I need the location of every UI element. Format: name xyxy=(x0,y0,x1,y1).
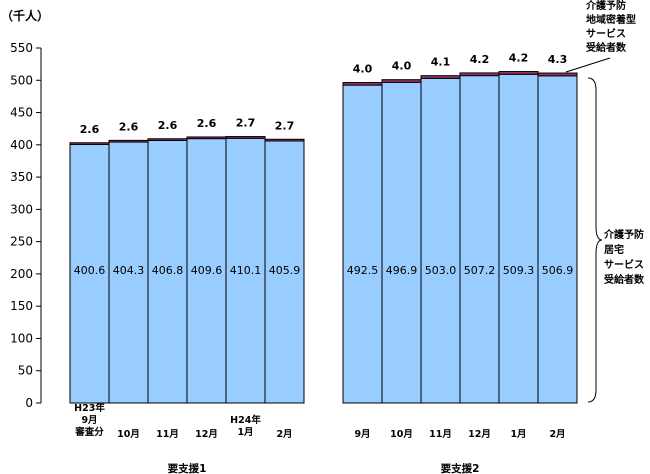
x-category-label: 9月 xyxy=(81,415,97,426)
bar-base-segment xyxy=(498,73,539,404)
y-tick-label: 50 xyxy=(18,364,33,378)
legend-leader-line xyxy=(565,57,611,73)
bar-value-label: 507.2 xyxy=(464,264,496,277)
y-tick-label: 150 xyxy=(10,299,33,313)
bar-value-label: 400.6 xyxy=(74,264,106,277)
top-value-label: 4.0 xyxy=(392,60,412,73)
y-tick-label: 100 xyxy=(10,331,33,345)
bar-top-segment xyxy=(381,79,422,83)
bar-value-label: 410.1 xyxy=(230,264,262,277)
legend-label-community: サービス xyxy=(586,27,626,40)
x-category-label: 1月 xyxy=(237,427,253,438)
bar-base-segment xyxy=(147,139,188,404)
bar-value-label: 404.3 xyxy=(113,264,145,277)
bar-top-segment xyxy=(420,75,461,79)
legend-label-home: 居宅 xyxy=(604,243,624,256)
y-tick-label: 200 xyxy=(10,267,33,281)
bar-value-label: 506.9 xyxy=(542,264,574,277)
bar-base-segment xyxy=(342,84,383,404)
bar-value-label: 405.9 xyxy=(269,264,301,277)
legend-label-community: 地域密着型 xyxy=(586,13,636,26)
top-value-label: 4.2 xyxy=(470,53,490,66)
y-tick-label: 400 xyxy=(10,138,33,152)
legend-label-home: 介護予防 xyxy=(603,228,644,241)
bar-top-segment xyxy=(225,136,266,139)
legend-label-community: 介護予防 xyxy=(585,0,626,12)
y-tick-label: 450 xyxy=(10,106,33,120)
x-category-label: 審査分 xyxy=(74,426,104,438)
bar-value-label: 492.5 xyxy=(347,264,379,277)
bar-base-segment xyxy=(420,77,461,404)
bar-top-segment xyxy=(186,136,227,140)
bar-top-segment xyxy=(498,71,539,75)
bar-top-segment xyxy=(459,72,500,77)
x-category-label: 9月 xyxy=(354,429,370,440)
bar-value-label: 406.8 xyxy=(152,264,184,277)
top-value-label: 2.7 xyxy=(236,117,256,130)
top-value-label: 4.3 xyxy=(548,53,568,66)
group-label: 要支援2 xyxy=(441,462,480,474)
x-category-label: 2月 xyxy=(276,429,292,440)
bar-top-segment xyxy=(342,82,383,86)
bar-value-label: 496.9 xyxy=(386,264,418,277)
y-tick-label: 250 xyxy=(10,235,33,249)
x-category-label: 12月 xyxy=(468,429,491,440)
legend-label-home: 受給者数 xyxy=(604,273,645,286)
bars xyxy=(69,71,578,404)
top-value-label: 2.6 xyxy=(80,123,100,136)
top-value-label: 2.6 xyxy=(197,117,217,130)
x-category-label: 10月 xyxy=(117,429,140,440)
group-label: 要支援1 xyxy=(168,462,207,474)
legend-label-community: 受給者数 xyxy=(586,41,627,54)
x-category-label: 11月 xyxy=(156,429,179,440)
top-value-label: 2.7 xyxy=(275,119,295,132)
top-value-label: 2.6 xyxy=(158,119,178,132)
value-labels: 400.6 2.6 404.3 2.6 406.8 2.6 409.6 2.6 410.1 2.7… xyxy=(74,52,574,277)
bar-base-segment xyxy=(264,140,305,404)
bar-top-segment xyxy=(108,139,149,143)
bar-base-segment xyxy=(225,137,266,404)
bar-value-label: 409.6 xyxy=(191,264,223,277)
top-value-label: 4.0 xyxy=(353,63,373,76)
bar-top-segment xyxy=(264,138,305,142)
bar-base-segment xyxy=(108,141,149,404)
x-category-label: 12月 xyxy=(195,429,218,440)
bar-top-segment xyxy=(147,138,188,141)
bar-base-segment xyxy=(537,75,578,404)
y-tick-label: 550 xyxy=(10,41,33,55)
bar-top-segment xyxy=(69,142,110,145)
x-category-label: H23年 xyxy=(74,402,105,414)
x-category-label: 1月 xyxy=(510,429,526,440)
x-category-label: 11月 xyxy=(429,429,452,440)
y-axis: 0 50 100 150 200 250 300 350 400 450 500 550 xyxy=(10,41,42,410)
x-category-label: 2月 xyxy=(549,429,565,440)
bar-base-segment xyxy=(69,143,110,404)
y-tick-label: 350 xyxy=(10,170,33,184)
x-category-label: 10月 xyxy=(390,429,413,440)
bar-base-segment xyxy=(459,75,500,404)
y-tick-label: 0 xyxy=(25,396,33,410)
bar-base-segment xyxy=(381,81,422,404)
y-tick-label: 300 xyxy=(10,202,33,216)
y-tick-label: 500 xyxy=(10,73,33,87)
unit-label: （千人） xyxy=(1,8,49,23)
bar-value-label: 503.0 xyxy=(425,264,457,277)
top-value-label: 4.2 xyxy=(509,52,529,65)
bar-top-segment xyxy=(537,72,578,77)
top-value-label: 4.1 xyxy=(431,56,451,69)
legend-label-home: サービス xyxy=(604,258,644,271)
bar-value-label: 509.3 xyxy=(503,264,535,277)
legend-brace xyxy=(587,77,603,403)
bar-base-segment xyxy=(186,138,227,404)
x-category-label: H24年 xyxy=(230,414,261,426)
top-value-label: 2.6 xyxy=(119,120,139,133)
